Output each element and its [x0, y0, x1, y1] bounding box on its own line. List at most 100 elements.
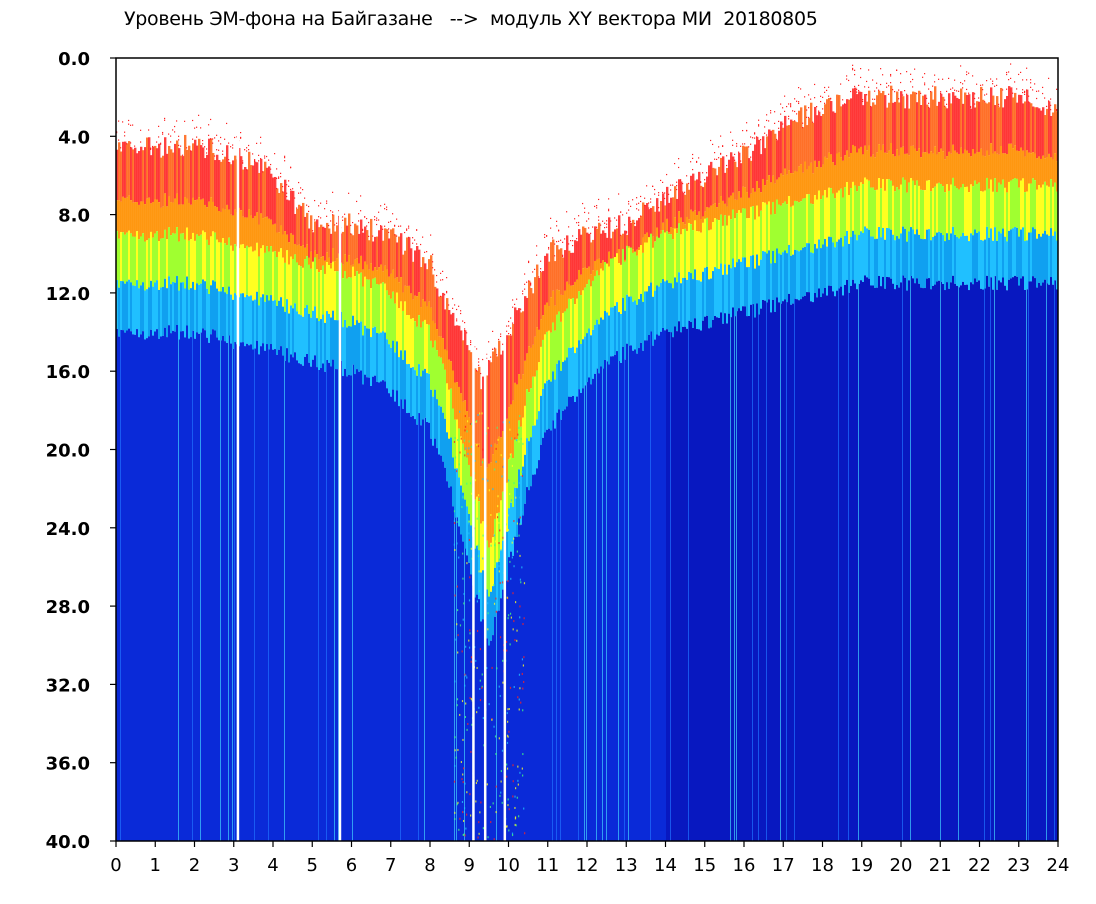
heatmap-speck [452, 308, 453, 309]
heatmap-speck [124, 135, 125, 136]
heatmap-speck [630, 206, 631, 207]
heatmap-speck [562, 256, 563, 257]
heatmap-speck [246, 150, 247, 151]
heatmap-speck [502, 581, 503, 583]
heatmap-speck [574, 218, 575, 219]
heatmap-speck [483, 827, 484, 829]
heatmap-speck [478, 821, 479, 823]
heatmap-speck [519, 699, 520, 701]
heatmap-speck [550, 228, 551, 229]
heatmap-speck [457, 749, 458, 751]
heatmap-speck [556, 221, 557, 222]
heatmap-speck [870, 106, 871, 107]
heatmap-streak [758, 315, 759, 841]
heatmap-speck [526, 282, 527, 283]
heatmap-speck [471, 656, 472, 658]
heatmap-speck [736, 143, 737, 144]
heatmap-speck [454, 304, 455, 305]
heatmap-speck [286, 196, 287, 197]
heatmap-speck [210, 119, 211, 120]
y-tick-label: 4.0 [58, 127, 90, 148]
x-tick-label: 19 [850, 855, 873, 876]
heatmap-streak [624, 360, 625, 841]
heatmap-speck [508, 736, 509, 738]
heatmap-speck [780, 103, 781, 104]
heatmap-speck [456, 521, 457, 523]
heatmap-speck [588, 218, 589, 219]
heatmap-speck [482, 539, 483, 541]
heatmap-speck [896, 70, 897, 71]
heatmap-speck [140, 141, 141, 142]
heatmap-speck [254, 161, 255, 162]
heatmap-speck [465, 828, 466, 830]
heatmap-speck [294, 197, 295, 198]
heatmap-speck [160, 144, 161, 145]
heatmap-speck [513, 565, 514, 567]
heatmap-speck [430, 234, 431, 235]
heatmap-speck [584, 212, 585, 213]
heatmap-speck [590, 233, 591, 234]
heatmap-speck [479, 413, 480, 415]
x-tick-label: 2 [189, 855, 200, 876]
heatmap-speck [406, 228, 407, 229]
data-gap-line [484, 58, 487, 841]
heatmap-speck [220, 143, 221, 144]
heatmap-speck [513, 520, 514, 522]
heatmap-speck [482, 478, 483, 480]
heatmap-speck [432, 267, 433, 268]
heatmap-speck [932, 86, 933, 87]
heatmap-speck [478, 707, 479, 709]
heatmap-speck [524, 582, 525, 584]
heatmap-speck [471, 446, 472, 448]
heatmap-speck [467, 723, 468, 725]
heatmap-speck [514, 686, 515, 688]
heatmap-speck [440, 296, 441, 297]
heatmap-speck [628, 203, 629, 204]
heatmap-speck [332, 212, 333, 213]
heatmap-speck [456, 470, 457, 472]
heatmap-speck [540, 271, 541, 272]
heatmap-speck [214, 137, 215, 138]
heatmap-speck [1030, 79, 1031, 80]
heatmap-speck [778, 121, 779, 122]
heatmap-speck [768, 120, 769, 121]
heatmap-speck [516, 640, 517, 642]
heatmap-speck [692, 158, 693, 159]
heatmap-speck [682, 183, 683, 184]
heatmap-speck [744, 143, 745, 144]
heatmap-speck [688, 183, 689, 184]
heatmap-speck [469, 629, 470, 631]
heatmap-streak [838, 288, 839, 841]
heatmap-speck [244, 149, 245, 150]
heatmap-speck [876, 87, 877, 88]
heatmap-speck [513, 482, 514, 484]
heatmap-speck [524, 832, 525, 834]
heatmap-speck [222, 151, 223, 152]
heatmap-speck [456, 757, 457, 759]
heatmap-speck [380, 225, 381, 226]
heatmap-speck [530, 284, 531, 285]
heatmap-speck [968, 73, 969, 74]
heatmap-speck [278, 176, 279, 177]
heatmap-speck [522, 688, 523, 690]
heatmap-speck [514, 807, 515, 809]
heatmap-speck [482, 449, 483, 451]
heatmap-speck [508, 321, 509, 322]
heatmap-speck [470, 423, 471, 425]
heatmap-speck [471, 453, 472, 455]
heatmap-speck [515, 824, 516, 826]
heatmap-speck [550, 218, 551, 219]
heatmap-speck [516, 299, 517, 300]
heatmap-speck [480, 373, 481, 374]
heatmap-speck [954, 90, 955, 91]
heatmap-speck [960, 65, 961, 66]
heatmap-speck [517, 797, 518, 799]
heatmap-speck [556, 241, 557, 242]
heatmap-speck [264, 155, 265, 156]
heatmap-speck [496, 786, 497, 788]
heatmap-speck [890, 82, 891, 83]
heatmap-speck [610, 220, 611, 221]
heatmap-speck [230, 146, 231, 147]
heatmap-speck [477, 780, 478, 782]
